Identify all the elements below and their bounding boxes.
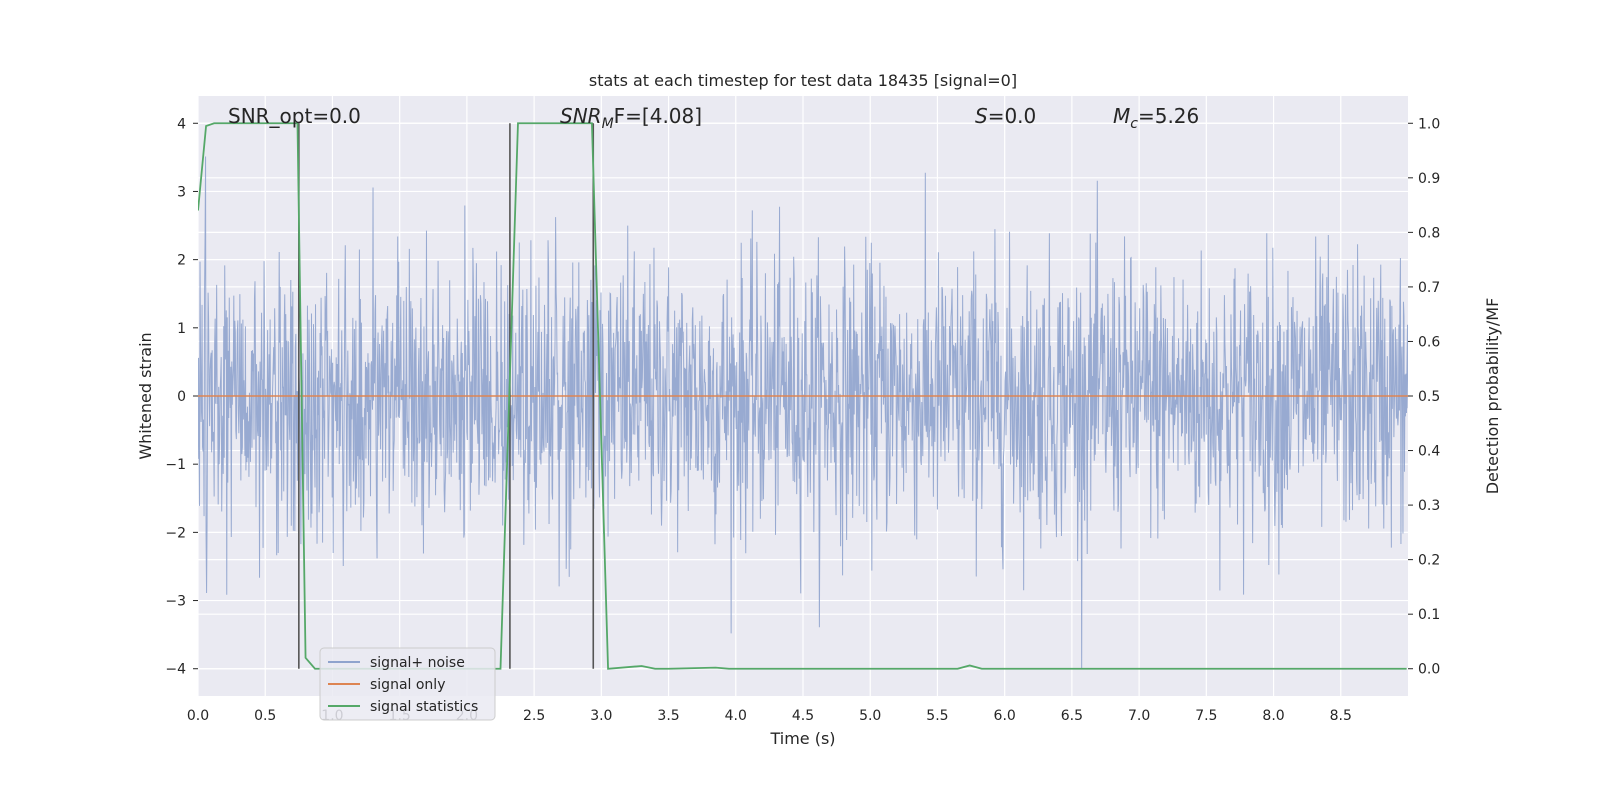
right-y-tick-label: 0.2	[1418, 553, 1440, 569]
x-tick-label: 7.5	[1195, 708, 1217, 724]
legend: signal+ noise signal only signal statist…	[319, 647, 496, 721]
right-y-tick-label: 0.4	[1418, 444, 1440, 460]
right-y-tick-label: 1.0	[1418, 116, 1440, 132]
series-signal-noise	[198, 156, 1408, 669]
left-y-tick-label: 0	[177, 389, 186, 405]
left-y-axis-label: Whitened strain	[136, 332, 155, 459]
right-y-tick-label: 0.3	[1418, 498, 1440, 514]
x-tick-label: 3.0	[590, 708, 612, 724]
x-tick-label: 4.5	[792, 708, 814, 724]
x-tick-label: 4.0	[725, 708, 747, 724]
annotation-mc: Mc=5.26	[1113, 104, 1199, 132]
right-y-tick-label: 0.7	[1418, 280, 1440, 296]
x-tick-label: 2.5	[523, 708, 545, 724]
right-y-tick-label: 0.6	[1418, 334, 1440, 350]
left-y-tick-label: −4	[165, 662, 186, 678]
annotation-snr-mf: SNRMF=[4.08]	[560, 104, 702, 132]
x-tick-label: 6.5	[1061, 708, 1083, 724]
right-y-tick-label: 0.1	[1418, 607, 1440, 623]
left-y-tick-label: 3	[177, 184, 186, 200]
x-tick-label: 0.0	[187, 708, 209, 724]
noise-trace	[198, 156, 1408, 669]
left-y-tick-label: 2	[177, 253, 186, 269]
left-y-tick-label: −3	[165, 594, 186, 610]
chart-title: stats at each timestep for test data 184…	[589, 71, 1017, 90]
left-y-tick-label: −1	[165, 457, 186, 473]
legend-label-signal-only: signal only	[370, 677, 445, 693]
left-y-tick-label: 1	[177, 321, 186, 337]
x-axis-label: Time (s)	[769, 729, 835, 748]
legend-label-signal-noise: signal+ noise	[370, 655, 465, 671]
series-signal-statistics	[198, 122, 1407, 670]
legend-box	[319, 647, 496, 721]
legend-label-signal-statistics: signal statistics	[370, 699, 478, 715]
x-tick-label: 6.0	[994, 708, 1016, 724]
x-tick-label: 8.0	[1262, 708, 1284, 724]
left-y-tick-label: −2	[165, 525, 186, 541]
left-y-tick-label: 4	[177, 116, 186, 132]
x-tick-label: 7.0	[1128, 708, 1150, 724]
right-y-tick-label: 0.9	[1418, 171, 1440, 187]
left-y-axis-ticks: 4 3 2 1 0 −1 −2 −3 −4	[165, 116, 198, 678]
x-tick-label: 5.5	[926, 708, 948, 724]
annotation-s: S=0.0	[975, 104, 1036, 128]
x-tick-label: 3.5	[657, 708, 679, 724]
x-tick-label: 5.0	[859, 708, 881, 724]
x-tick-label: 0.5	[254, 708, 276, 724]
annotation-snr-opt: SNR_opt=0.0	[228, 104, 361, 128]
right-y-axis-ticks: 1.0 0.9 0.8 0.7 0.6 0.5 0.4 0.3 0.2 0.1 0.0	[1408, 116, 1440, 678]
x-tick-label: 8.5	[1330, 708, 1352, 724]
right-y-tick-label: 0.5	[1418, 389, 1440, 405]
right-y-tick-label: 0.8	[1418, 225, 1440, 241]
right-y-axis-label: Detection probability/MF	[1483, 298, 1502, 495]
right-y-tick-label: 0.0	[1418, 662, 1440, 678]
